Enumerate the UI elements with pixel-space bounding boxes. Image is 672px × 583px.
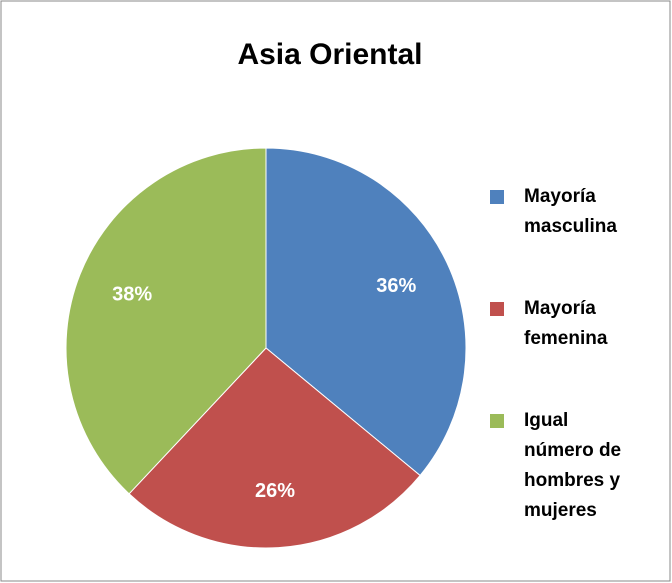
legend-item: Igual número de hombres y mujeres [486, 406, 636, 526]
legend-swatch [490, 190, 504, 204]
legend-item: Mayoría femenina [486, 294, 636, 354]
legend-label: Mayoría masculina [524, 186, 617, 237]
pie-slice [128, 347, 421, 549]
legend-label: Mayoría femenina [524, 298, 608, 349]
data-label: 26% [255, 480, 295, 502]
legend-swatch [490, 414, 504, 428]
legend-label: Igual número de hombres y mujeres [524, 410, 622, 521]
data-label: 38% [112, 283, 152, 305]
chart-title: Asia Oriental [237, 38, 422, 71]
pie-slice [65, 147, 267, 495]
data-label: 36% [376, 275, 416, 297]
legend-swatch [490, 302, 504, 316]
pie-slice [265, 147, 467, 477]
legend-item: Mayoría masculina [486, 182, 636, 242]
